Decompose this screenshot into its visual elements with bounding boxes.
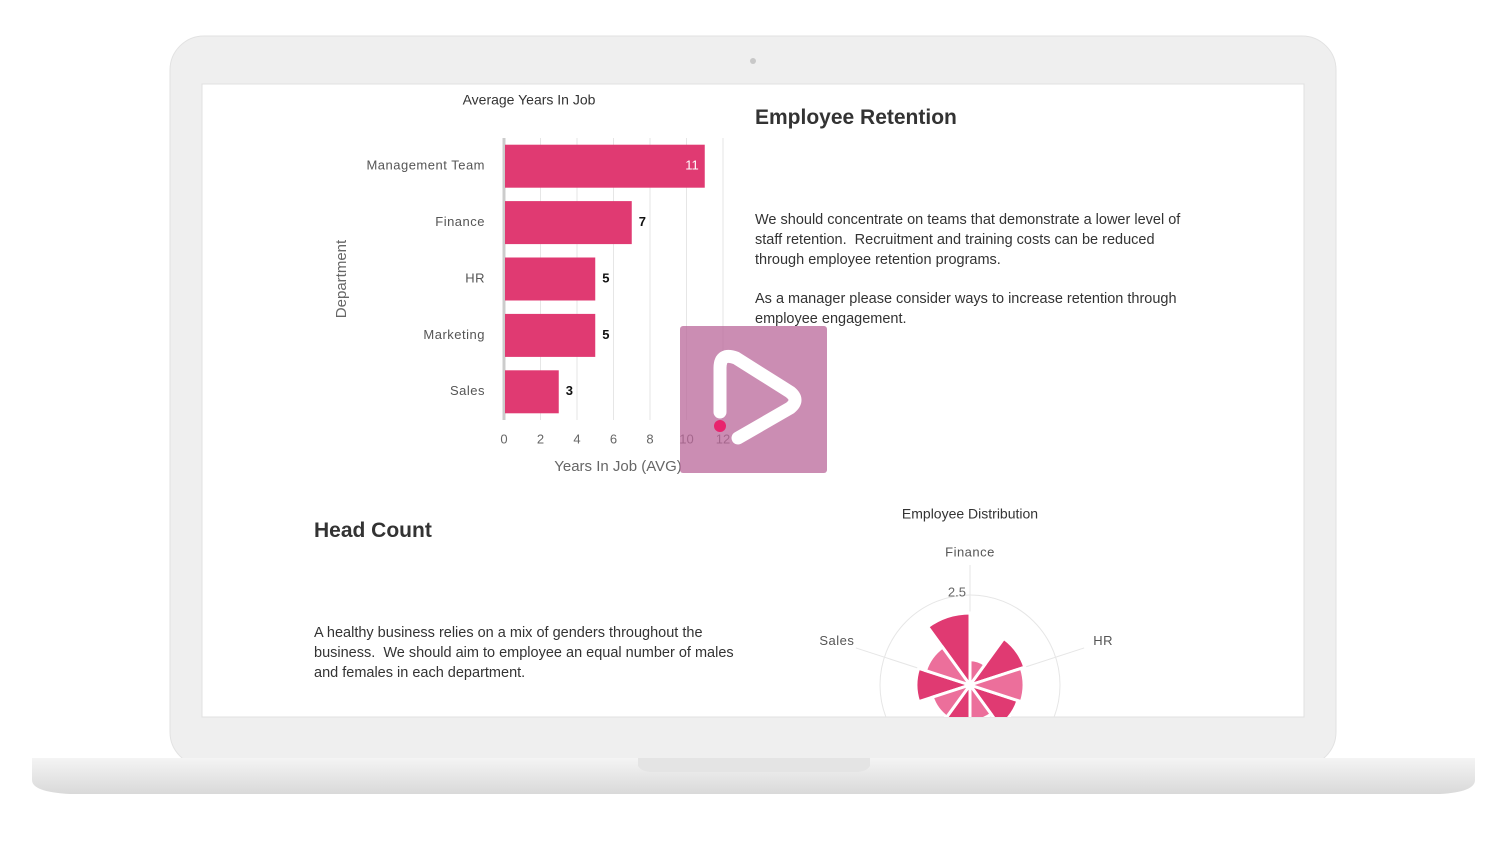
paragraph: We should concentrate on teams that demo…	[755, 212, 1185, 268]
laptop-notch	[638, 758, 870, 772]
play-overlay	[680, 326, 827, 473]
section-title: Employee Retention	[755, 106, 957, 129]
section-title: Head Count	[314, 519, 432, 542]
wedge	[968, 658, 987, 690]
data-label: 3	[566, 383, 573, 398]
x-tick-label: 0	[500, 431, 507, 446]
camera	[750, 58, 756, 64]
y-tick-label: Marketing	[423, 327, 485, 342]
chart-title: Average Years In Job	[463, 92, 596, 108]
y-tick-label: Finance	[435, 214, 485, 229]
x-tick-label: 2	[537, 431, 544, 446]
laptop-base	[32, 758, 1475, 794]
play-button[interactable]	[680, 326, 827, 473]
data-label: 5	[602, 270, 609, 285]
wedge	[923, 645, 974, 688]
play-icon	[713, 349, 802, 445]
bar	[505, 201, 632, 245]
wedge	[968, 680, 994, 717]
paragraph: As a manager please consider ways to inc…	[755, 291, 1181, 327]
head-count-section: Head Count A healthy business relies on …	[314, 519, 754, 702]
bar	[505, 144, 705, 188]
wedge	[966, 636, 1027, 688]
radial-tick-label: 2.5	[948, 584, 966, 599]
y-tick-label: HR	[465, 270, 485, 285]
retention-section: Employee Retention We should concentrate…	[755, 106, 1195, 348]
grid-circle	[879, 594, 1061, 717]
x-tick-label: 8	[646, 431, 653, 446]
bar	[505, 257, 596, 301]
wedge	[914, 666, 975, 704]
category-label: Finance	[945, 544, 995, 559]
bar-chart: Average Years In Job024681012Years In Jo…	[333, 92, 730, 475]
paragraph: A healthy business relies on a mix of ge…	[314, 625, 738, 681]
play-dot	[714, 420, 726, 432]
wedge	[925, 611, 972, 690]
category-label: Sales	[819, 633, 854, 648]
bar	[505, 313, 596, 357]
y-tick-label: Management Team	[366, 158, 485, 173]
data-label: 5	[602, 327, 609, 342]
chart-title: Employee Distribution	[902, 506, 1038, 522]
polar-chart: Employee DistributionFinanceHRSales02.5	[819, 506, 1113, 717]
x-tick-label: 4	[573, 431, 580, 446]
category-label: HR	[1093, 633, 1113, 648]
y-axis-title: Department	[333, 239, 350, 318]
wedge	[965, 666, 1026, 704]
wedge	[930, 682, 974, 717]
y-tick-label: Sales	[450, 383, 485, 398]
bar	[505, 370, 559, 414]
x-axis-title: Years In Job (AVG)	[554, 458, 682, 475]
x-tick-label: 6	[610, 431, 617, 446]
data-label: 11	[685, 158, 699, 173]
data-label: 7	[639, 214, 646, 229]
